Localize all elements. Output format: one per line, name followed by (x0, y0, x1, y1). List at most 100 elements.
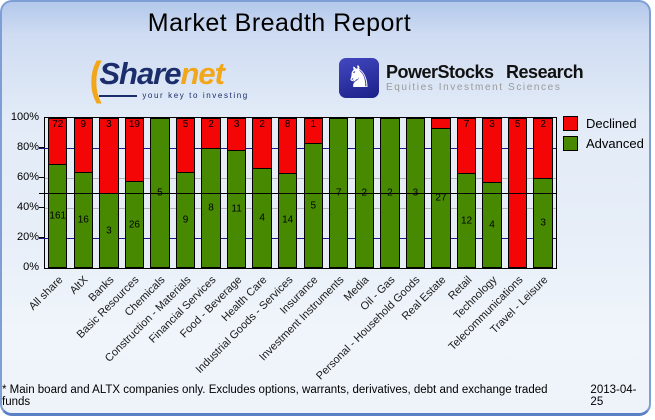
gridline-20pct (39, 238, 556, 239)
bar-column: 8 14 (275, 118, 301, 268)
declined-value-label: 2 (540, 119, 546, 130)
sharenet-tagline-rule (99, 94, 138, 97)
declined-segment (175, 118, 196, 172)
gridline-80pct (39, 148, 556, 149)
declined-segment (252, 118, 272, 168)
legend-advanced-swatch (563, 136, 578, 151)
legend-declined-label: Declined (586, 116, 637, 131)
advanced-segment (175, 171, 196, 268)
declined-segment (431, 118, 451, 129)
declined-value-label: 72 (52, 119, 64, 130)
chess-knight-icon: ♞ (339, 58, 379, 98)
declined-value-label: 19 (128, 119, 140, 130)
declined-segment (303, 118, 323, 143)
sharenet-arc-icon: ( (89, 52, 102, 104)
advanced-segment (48, 164, 68, 268)
bar-column: 9 16 (71, 118, 97, 268)
sharenet-logo-share: Share (99, 56, 181, 91)
advanced-value-label: 11 (231, 203, 242, 215)
stacked-bar: 72 161 (48, 118, 68, 268)
declined-segment (73, 118, 94, 172)
y-axis-tick-label: 80% (16, 141, 39, 153)
advanced-value-label: 5 (310, 200, 317, 211)
y-axis-tick-label: 60% (16, 171, 39, 183)
advanced-value-label: 8 (208, 202, 214, 214)
fifty-percent-line (39, 193, 556, 194)
stacked-bar: 3 11 (226, 118, 247, 268)
stacked-bar: 8 14 (277, 118, 298, 268)
advanced-value-label: 16 (77, 214, 89, 226)
declined-value-label: 5 (182, 119, 189, 130)
stacked-bar: 7 12 (456, 118, 477, 268)
y-axis-tick-mark (39, 207, 44, 208)
advanced-segment (456, 173, 477, 268)
footer: * Main board and ALTX companies only. Ex… (2, 384, 649, 408)
y-axis-tick-label: 20% (16, 231, 39, 243)
declined-segment (99, 118, 119, 193)
plot-area: 7216191633192655928311248141572232771234… (39, 117, 557, 269)
page-title: Market Breadth Report (147, 9, 412, 37)
legend-advanced-row: Advanced (563, 136, 644, 151)
advanced-value-label: 27 (435, 192, 447, 204)
bar-column: 7 12 (454, 118, 480, 268)
powerstocks-name: PowerStocks Research (386, 61, 584, 82)
advanced-segment (482, 182, 502, 268)
footnote: * Main board and ALTX companies only. Ex… (2, 384, 548, 408)
advanced-segment (533, 178, 553, 268)
advanced-value-label: 14 (282, 214, 294, 226)
advanced-segment (226, 150, 247, 268)
legend-declined-swatch (563, 116, 578, 131)
bar-column: 3 11 (224, 118, 250, 268)
report-date: 2013-04-25 (590, 384, 637, 408)
declined-segment (226, 118, 247, 151)
advanced-segment (73, 172, 94, 268)
stacked-bar: 9 16 (73, 118, 94, 268)
gridline-60pct (45, 178, 556, 179)
y-axis-tick-label: 0% (23, 261, 39, 273)
advanced-segment (277, 172, 298, 268)
advanced-value-label: 4 (489, 219, 495, 231)
bar-column: 27 (428, 118, 454, 268)
declined-segment (482, 118, 502, 183)
declined-value-label: 7 (463, 119, 470, 130)
y-axis-tick-label: 40% (16, 201, 39, 213)
advanced-value-label: 12 (460, 215, 473, 227)
advanced-segment (124, 181, 145, 268)
sharenet-tagline: your key to investing (142, 91, 249, 100)
advanced-value-label: 3 (540, 217, 546, 229)
advanced-segment (303, 143, 323, 268)
declined-value-label: 5 (514, 119, 521, 130)
stacked-bar: 19 26 (124, 118, 145, 268)
declined-segment (48, 118, 68, 165)
y-axis-tick-mark (39, 177, 44, 178)
declined-value-label: 9 (80, 119, 87, 130)
y-axis-tick-mark (39, 237, 44, 238)
declined-segment (533, 118, 553, 178)
declined-segment (124, 118, 145, 182)
gridline-40pct (45, 208, 556, 209)
advanced-value-label: 3 (106, 225, 112, 236)
declined-value-label: 8 (284, 119, 291, 130)
declined-value-label: 3 (233, 119, 240, 130)
sharenet-logo: ( Sharenet your key to investing (88, 52, 249, 104)
declined-value-label: 2 (259, 119, 265, 130)
advanced-segment (201, 148, 221, 268)
advanced-segment (431, 128, 451, 268)
advanced-value-label: 26 (128, 219, 140, 231)
declined-value-label: 1 (310, 119, 317, 130)
declined-value-label: 3 (489, 119, 495, 130)
powerstocks-tagline: Equities Investment Sciences (386, 81, 562, 93)
sharenet-logo-net: net (180, 56, 225, 91)
legend-declined-row: Declined (563, 116, 644, 131)
legend: Declined Advanced (563, 116, 644, 151)
